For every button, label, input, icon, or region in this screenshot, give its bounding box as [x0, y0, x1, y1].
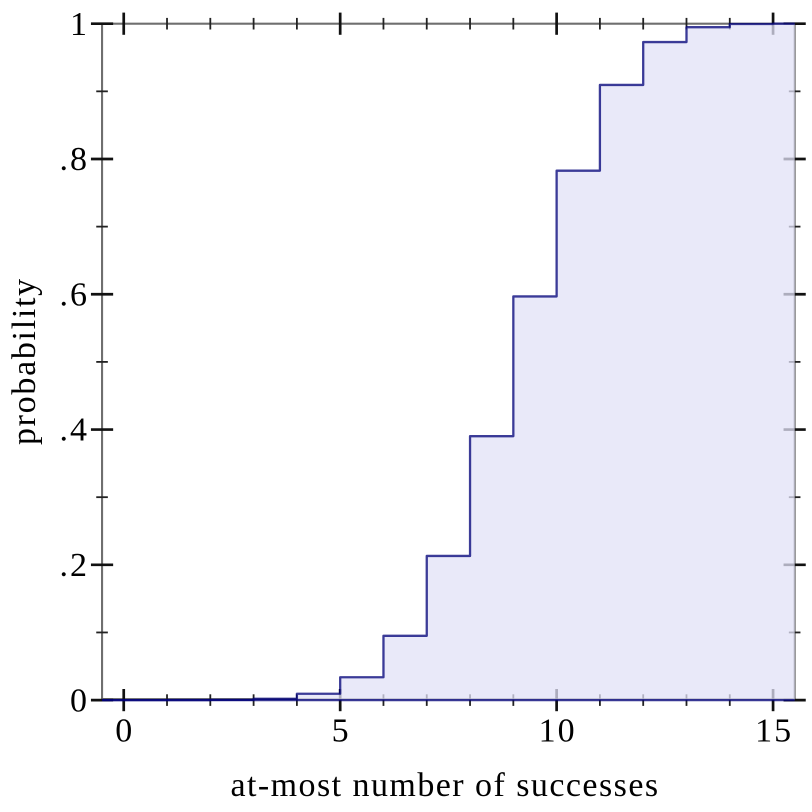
svg-text:5: 5	[332, 712, 351, 749]
svg-text:probability: probability	[6, 277, 43, 445]
svg-text:10: 10	[539, 712, 577, 749]
svg-text:1: 1	[70, 6, 89, 43]
svg-text:at-most number of successes: at-most number of successes	[230, 767, 659, 804]
svg-text:.2: .2	[60, 547, 90, 584]
svg-text:.6: .6	[60, 276, 90, 313]
svg-text:15: 15	[755, 712, 793, 749]
svg-text:0: 0	[70, 682, 89, 719]
svg-text:.4: .4	[60, 412, 90, 449]
svg-text:0: 0	[115, 712, 134, 749]
svg-text:.8: .8	[60, 141, 90, 178]
